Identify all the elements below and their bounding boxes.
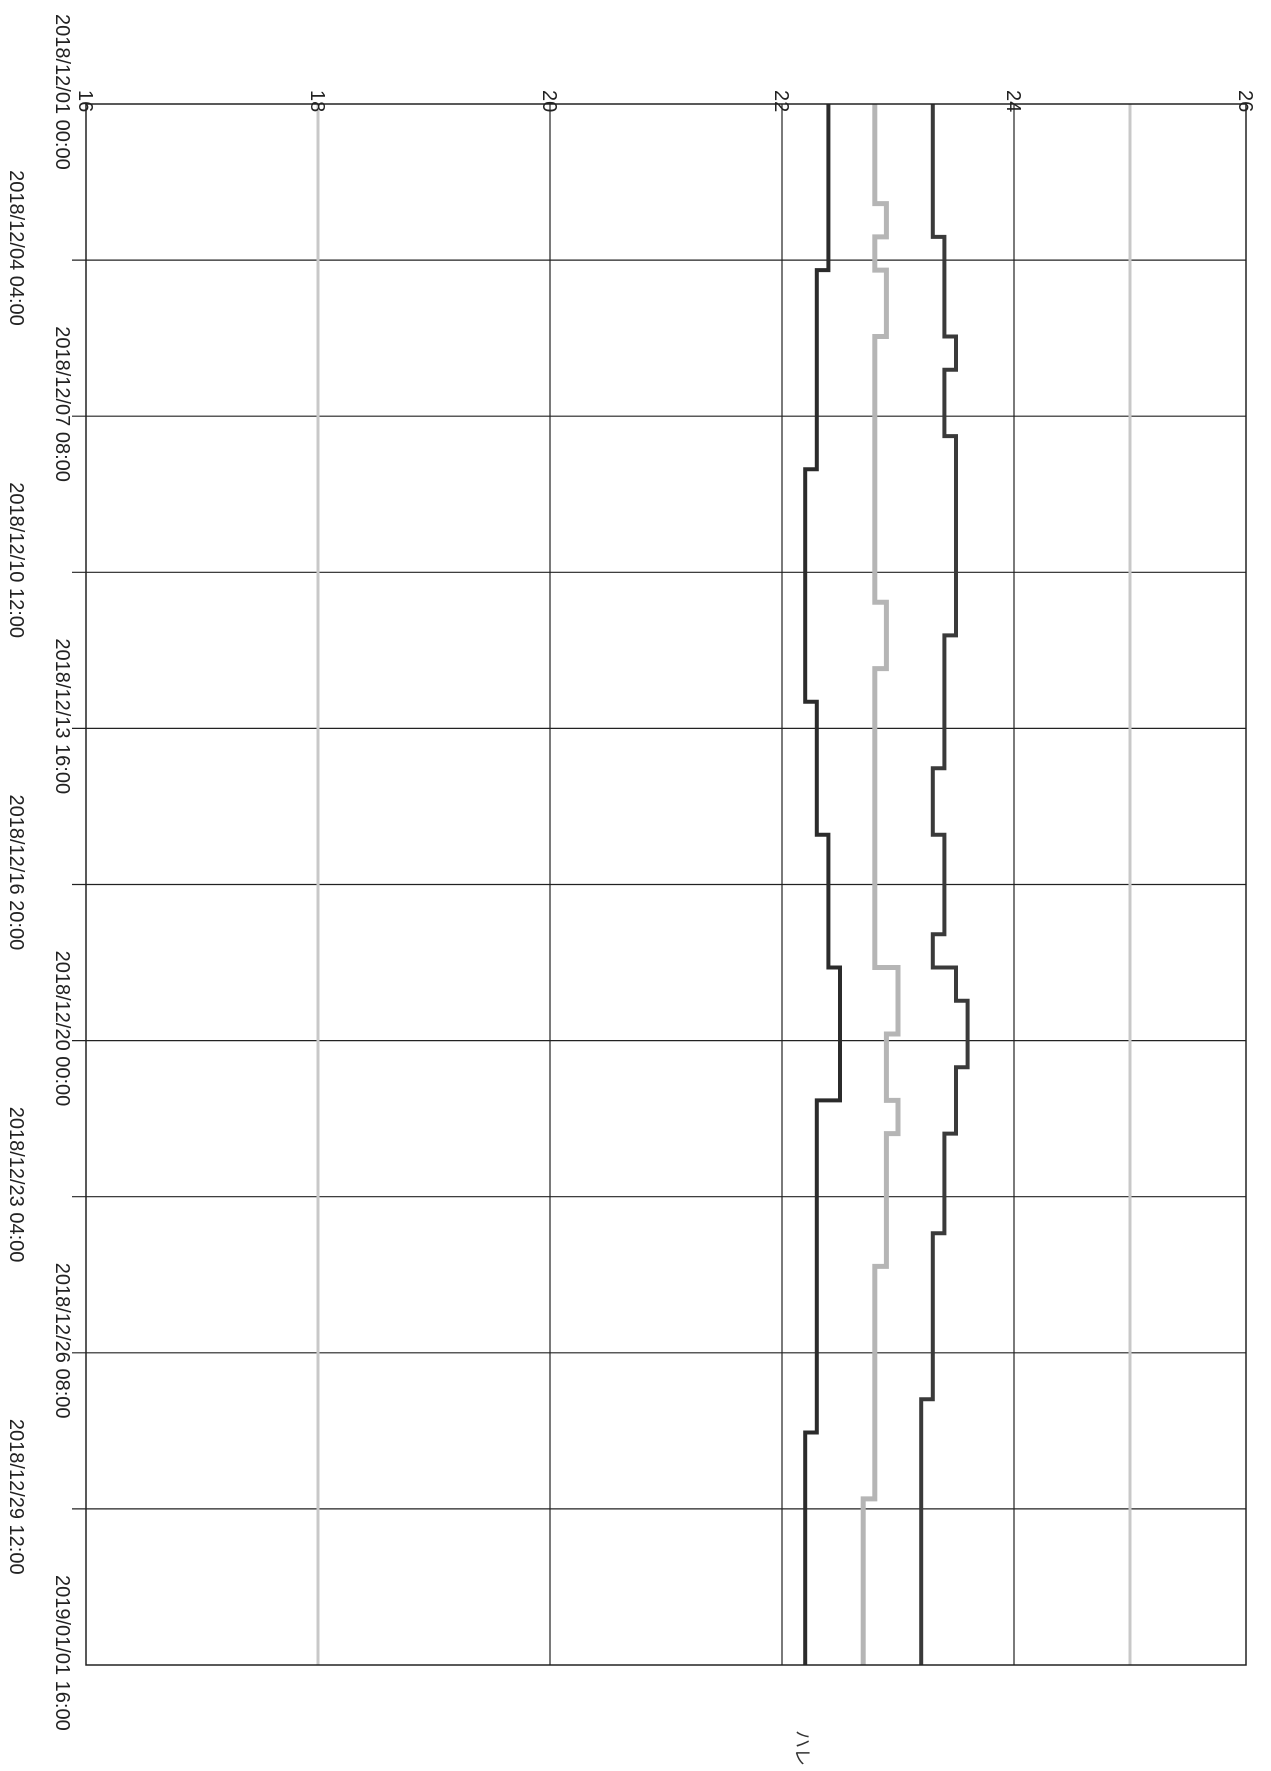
- y-tick-label: 20: [538, 90, 560, 112]
- x-tick-label: 2018/12/04 04:00: [5, 170, 27, 326]
- x-tick-label: 2018/12/10 12:00: [5, 482, 27, 638]
- x-tick-label: 2018/12/26 08:00: [51, 1263, 73, 1419]
- series-group: [803, 104, 970, 1665]
- y-tick-labels: 16 18 20 22 24 26: [74, 90, 1256, 112]
- plot-frame: [85, 103, 1247, 1666]
- y-tick-label: 16: [74, 90, 96, 112]
- series-mean-line: [860, 104, 901, 1665]
- series-max-line: [919, 104, 970, 1665]
- y-tick-label: 22: [770, 90, 792, 112]
- y-tick-label: 18: [306, 90, 328, 112]
- handwritten-annotation: ハレ: [791, 1730, 812, 1766]
- y-tick-label: 24: [1002, 90, 1024, 112]
- grid: [72, 104, 1246, 1665]
- x-tick-label: 2019/01/01 16:00: [51, 1575, 73, 1731]
- plot-border: [85, 103, 1247, 1666]
- x-tick-label: 2018/12/29 12:00: [5, 1419, 27, 1575]
- x-tick-label: 2018/12/23 04:00: [5, 1107, 27, 1263]
- x-tick-label: 2018/12/13 16:00: [51, 638, 73, 794]
- series-min-line: [803, 104, 842, 1665]
- x-tick-labels: 2018/12/01 00:00 2018/12/04 04:00 2018/12/…: [5, 14, 73, 1731]
- x-tick-label: 2018/12/20 00:00: [51, 951, 73, 1107]
- x-tick-label: 2018/12/16 20:00: [5, 795, 27, 951]
- y-tick-label: 26: [1234, 90, 1256, 112]
- x-tick-label: 2018/12/07 08:00: [51, 326, 73, 482]
- reference-lines: [316, 104, 1132, 1665]
- x-tick-label: 2018/12/01 00:00: [51, 14, 73, 170]
